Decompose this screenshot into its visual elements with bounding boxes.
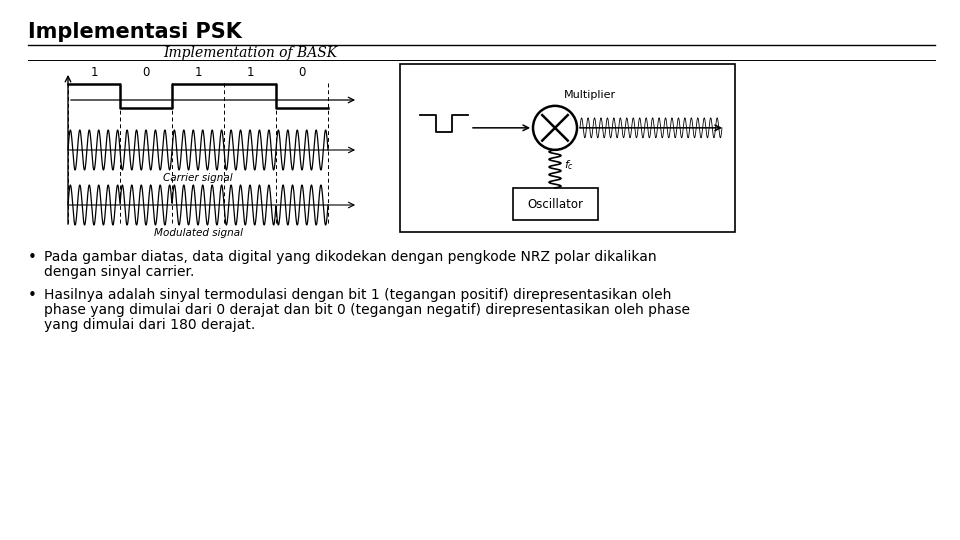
Text: yang dimulai dari 180 derajat.: yang dimulai dari 180 derajat. [44,318,255,332]
Text: $f_c$: $f_c$ [564,158,574,172]
Text: Implementasi PSK: Implementasi PSK [28,22,242,42]
Bar [513,188,597,220]
Text: 1: 1 [194,66,202,79]
Text: Multiplier: Multiplier [564,90,616,100]
Text: Implementation of BASK: Implementation of BASK [163,46,337,60]
Text: •: • [28,288,36,303]
Text: dengan sinyal carrier.: dengan sinyal carrier. [44,265,194,279]
Text: Carrier signal: Carrier signal [163,173,233,183]
Text: Hasilnya adalah sinyal termodulasi dengan bit 1 (tegangan positif) direpresentas: Hasilnya adalah sinyal termodulasi denga… [44,288,671,302]
Text: Oscillator: Oscillator [527,198,583,211]
Bar [400,64,735,232]
Text: Modulated signal: Modulated signal [154,228,243,238]
Text: 1: 1 [247,66,253,79]
Text: 0: 0 [142,66,150,79]
Text: Pada gambar diatas, data digital yang dikodekan dengan pengkode NRZ polar dikali: Pada gambar diatas, data digital yang di… [44,250,657,264]
Text: phase yang dimulai dari 0 derajat dan bit 0 (tegangan negatif) direpresentasikan: phase yang dimulai dari 0 derajat dan bi… [44,303,690,317]
Text: 1: 1 [90,66,98,79]
Text: •: • [28,250,36,265]
Text: 0: 0 [299,66,305,79]
